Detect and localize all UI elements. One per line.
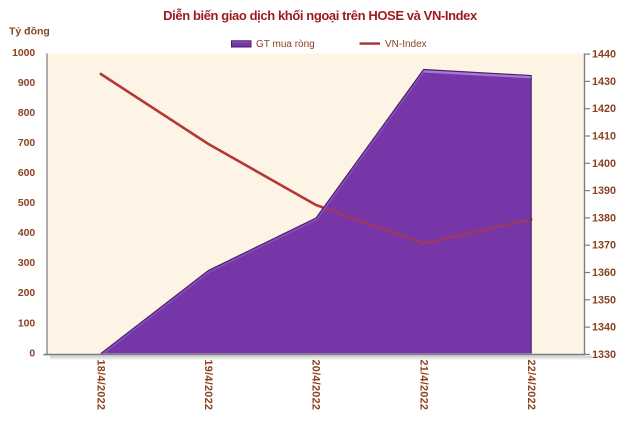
svg-text:500: 500 [18,198,36,209]
svg-text:18/4/2022: 18/4/2022 [95,360,107,411]
svg-text:1000: 1000 [12,48,35,59]
svg-text:22/4/2022: 22/4/2022 [525,360,537,411]
svg-text:GT mua ròng: GT mua ròng [256,39,315,50]
svg-text:VN-Index: VN-Index [385,39,427,50]
svg-text:0: 0 [29,348,35,359]
svg-text:800: 800 [18,108,36,119]
svg-text:1430: 1430 [592,76,616,88]
svg-text:100: 100 [18,318,36,329]
svg-text:700: 700 [18,138,36,149]
svg-text:1420: 1420 [592,103,616,115]
svg-text:1380: 1380 [592,212,616,224]
svg-text:1400: 1400 [592,158,616,170]
svg-text:1440: 1440 [592,49,616,61]
svg-text:400: 400 [18,228,36,239]
svg-text:1330: 1330 [592,349,616,361]
svg-text:Tỷ đồng: Tỷ đồng [9,25,50,37]
svg-text:20/4/2022: 20/4/2022 [310,360,322,411]
svg-text:900: 900 [18,78,36,89]
svg-text:1370: 1370 [592,240,616,252]
svg-text:1350: 1350 [592,294,616,306]
svg-text:1410: 1410 [592,131,616,143]
svg-text:21/4/2022: 21/4/2022 [417,360,429,411]
svg-text:1360: 1360 [592,267,616,279]
svg-text:300: 300 [18,258,36,269]
svg-text:19/4/2022: 19/4/2022 [202,360,214,411]
svg-text:1340: 1340 [592,322,616,334]
svg-text:200: 200 [18,288,36,299]
svg-text:600: 600 [18,168,36,179]
svg-text:1390: 1390 [592,185,616,197]
svg-text:Diễn biến giao dịch khối ngoại: Diễn biến giao dịch khối ngoại trên HOSE… [163,8,478,23]
